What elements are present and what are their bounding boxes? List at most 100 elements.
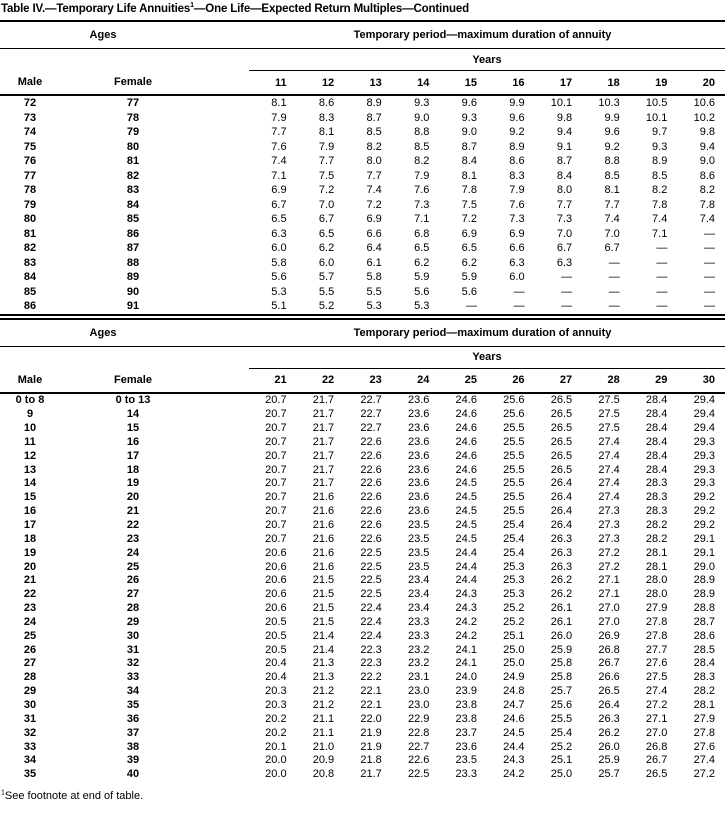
multiple-value-cell: 28.7 bbox=[693, 615, 715, 628]
multiple-value-cell: 7.7 bbox=[366, 169, 382, 182]
year-column-header: 22 bbox=[296, 368, 345, 394]
multiple-value-cell: 5.8 bbox=[366, 271, 382, 284]
multiple-value-cell: 6.2 bbox=[318, 242, 335, 255]
male-age-cell: 86 bbox=[23, 300, 37, 313]
multiple-value-cell: 24.4 bbox=[455, 574, 477, 587]
multiple-value-cell: 9.0 bbox=[699, 155, 715, 168]
table-title: Table IV.—Temporary Life Annuities1—One … bbox=[0, 0, 725, 15]
spacer-cell bbox=[206, 407, 249, 421]
multiple-value-cell: 22.5 bbox=[360, 560, 382, 573]
multiple-value-cell: 26.4 bbox=[550, 505, 573, 518]
multiple-value-cell: 7.6 bbox=[414, 184, 430, 197]
multiple-value-cell: 7.2 bbox=[461, 213, 477, 226]
multiple-value-cell: 20.7 bbox=[265, 449, 287, 462]
multiple-value-cell: 23.6 bbox=[407, 477, 430, 490]
table-row: 85 90 5.3 5.5 5.5 5.6 5.6 — — — — — bbox=[0, 285, 725, 300]
female-age-cell: 26 bbox=[126, 574, 140, 587]
multiple-value-cell: 22.7 bbox=[360, 408, 382, 421]
multiple-value-cell: 27.4 bbox=[693, 754, 715, 767]
multiple-value-cell: 29.4 bbox=[693, 422, 715, 435]
multiple-value-cell: 5.6 bbox=[414, 285, 430, 298]
multiple-value-cell: 21.6 bbox=[312, 491, 335, 504]
spacer-cell bbox=[206, 449, 249, 463]
multiple-value-cell: 8.5 bbox=[652, 169, 668, 182]
multiple-value-cell: 8.1 bbox=[318, 126, 335, 139]
year-column-header: 15 bbox=[439, 70, 487, 96]
multiple-value-cell: — bbox=[465, 300, 477, 313]
multiple-value-cell: 7.9 bbox=[318, 140, 335, 153]
multiple-value-cell: 8.3 bbox=[509, 169, 525, 182]
multiple-value-cell: 23.7 bbox=[455, 726, 477, 739]
female-age-cell: 35 bbox=[126, 698, 140, 711]
female-age-cell: 28 bbox=[126, 602, 140, 615]
title-text-continued: —One Life—Expected Return Multiples—Cont… bbox=[193, 3, 469, 15]
table-row: 31 36 20.2 21.1 22.0 22.9 23.8 24.6 25.5 26.3 27.1… bbox=[0, 712, 725, 726]
multiple-value-cell: 7.3 bbox=[414, 198, 430, 211]
multiple-value-cell: 8.4 bbox=[461, 155, 477, 168]
female-column-header: Female bbox=[60, 70, 206, 96]
multiple-value-cell: 28.4 bbox=[645, 435, 668, 448]
multiple-value-cell: 8.6 bbox=[509, 155, 525, 168]
table-row: 11 16 20.7 21.7 22.6 23.6 24.6 25.5 26.5 27.4 28.4… bbox=[0, 435, 725, 449]
multiple-value-cell: 9.4 bbox=[699, 140, 715, 153]
multiple-value-cell: 26.8 bbox=[645, 740, 668, 753]
spacer-cell bbox=[206, 393, 249, 408]
footnote-marker: 1 bbox=[1, 789, 5, 797]
male-age-cell: 35 bbox=[23, 768, 37, 781]
multiple-value-cell: 6.5 bbox=[318, 227, 335, 240]
table-row: 84 89 5.6 5.7 5.8 5.9 5.9 6.0 — — — — bbox=[0, 270, 725, 285]
multiple-value-cell: 20.6 bbox=[265, 588, 287, 601]
spacer-cell bbox=[206, 241, 249, 256]
multiple-value-cell: 6.0 bbox=[318, 256, 335, 269]
multiple-value-cell: 9.2 bbox=[509, 126, 525, 139]
female-age-cell: 17 bbox=[126, 449, 140, 462]
multiple-value-cell: 23.6 bbox=[407, 422, 430, 435]
multiple-value-cell: 28.9 bbox=[693, 574, 715, 587]
table-row: 30 35 20.3 21.2 22.1 23.0 23.8 24.7 25.6 26.4 27.2… bbox=[0, 698, 725, 712]
multiple-value-cell: 7.0 bbox=[318, 198, 335, 211]
multiple-value-cell: 21.6 bbox=[312, 519, 335, 532]
multiple-value-cell: 10.6 bbox=[693, 97, 715, 110]
male-age-cell: 21 bbox=[23, 574, 37, 587]
multiple-value-cell: 7.2 bbox=[318, 184, 335, 197]
multiple-value-cell: 7.0 bbox=[604, 227, 620, 240]
multiple-value-cell: 23.3 bbox=[455, 768, 477, 781]
multiple-value-cell: 22.6 bbox=[407, 754, 430, 767]
female-age-cell: 25 bbox=[126, 560, 140, 573]
multiple-value-cell: 20.9 bbox=[312, 754, 335, 767]
female-age-cell: 89 bbox=[126, 271, 140, 284]
multiple-value-cell: 23.5 bbox=[407, 519, 430, 532]
female-age-cell: 21 bbox=[126, 505, 140, 518]
multiple-value-cell: 28.4 bbox=[645, 422, 668, 435]
header-row-years: Years bbox=[0, 48, 725, 71]
male-age-cell: 32 bbox=[23, 726, 37, 739]
multiple-value-cell: 24.6 bbox=[455, 449, 477, 462]
table-row: 22 27 20.6 21.5 22.5 23.4 24.3 25.3 26.2 27.1 28.0… bbox=[0, 587, 725, 601]
male-age-cell: 81 bbox=[23, 227, 37, 240]
multiple-value-cell: 27.7 bbox=[645, 643, 668, 656]
multiple-value-cell: 9.7 bbox=[652, 126, 668, 139]
multiple-value-cell: 6.5 bbox=[414, 242, 430, 255]
multiple-value-cell: 8.7 bbox=[366, 111, 382, 124]
female-age-cell: 16 bbox=[126, 435, 140, 448]
female-age-cell: 29 bbox=[126, 615, 140, 628]
female-age-cell: 81 bbox=[126, 155, 140, 168]
spacer-cell bbox=[206, 753, 249, 767]
multiple-value-cell: 21.0 bbox=[312, 740, 335, 753]
female-age-cell: 77 bbox=[126, 97, 140, 110]
multiple-value-cell: 6.8 bbox=[414, 227, 430, 240]
multiple-value-cell: 26.7 bbox=[598, 657, 620, 670]
multiple-value-cell: 6.0 bbox=[509, 271, 525, 284]
spacer-cell bbox=[206, 227, 249, 242]
multiple-value-cell: 23.6 bbox=[407, 408, 430, 421]
multiple-value-cell: 10.2 bbox=[693, 111, 715, 124]
multiple-value-cell: 24.0 bbox=[455, 671, 477, 684]
multiple-value-cell: 23.3 bbox=[407, 615, 430, 628]
multiple-value-cell: 26.7 bbox=[645, 754, 668, 767]
multiple-value-cell: 27.0 bbox=[598, 602, 620, 615]
multiple-value-cell: 8.2 bbox=[366, 140, 382, 153]
table-row: 17 22 20.7 21.6 22.6 23.5 24.5 25.4 26.4 27.3 28.2… bbox=[0, 518, 725, 532]
male-age-cell: 17 bbox=[23, 519, 37, 532]
multiple-value-cell: 21.8 bbox=[360, 754, 382, 767]
multiple-value-cell: 26.1 bbox=[550, 615, 573, 628]
